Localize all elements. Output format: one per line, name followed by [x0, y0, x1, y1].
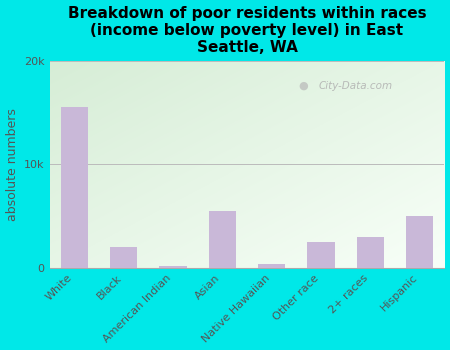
- Bar: [357, 237, 384, 268]
- Bar: [61, 107, 88, 268]
- Bar: [406, 216, 433, 268]
- Text: ●: ●: [298, 80, 308, 91]
- Text: City-Data.com: City-Data.com: [318, 80, 392, 91]
- Bar: [209, 211, 236, 268]
- Bar: [307, 242, 335, 268]
- Y-axis label: absolute numbers: absolute numbers: [5, 108, 18, 221]
- Bar: [159, 266, 187, 268]
- Bar: [110, 247, 137, 268]
- Bar: [258, 264, 285, 268]
- Title: Breakdown of poor residents within races
(income below poverty level) in East
Se: Breakdown of poor residents within races…: [68, 6, 426, 55]
